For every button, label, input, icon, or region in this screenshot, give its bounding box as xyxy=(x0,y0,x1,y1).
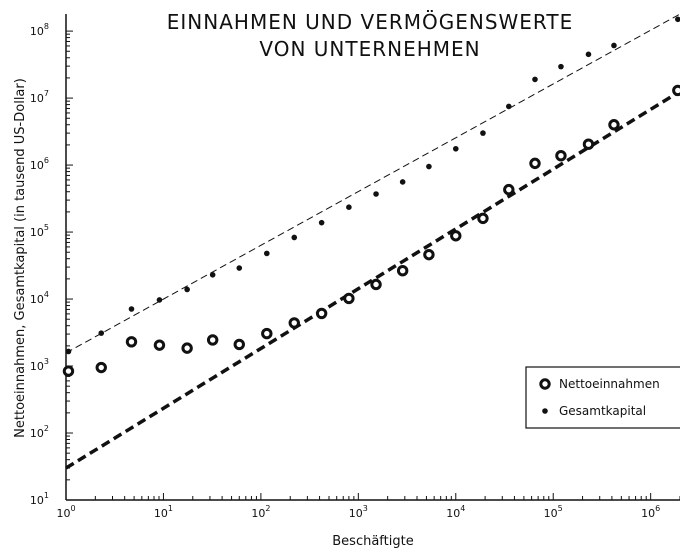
legend-box xyxy=(525,366,680,429)
legend-marker-nettoeinnahmen xyxy=(539,378,551,390)
point-nettoeinnahmen xyxy=(672,84,680,97)
x-tick-label: 106 xyxy=(641,504,660,520)
point-gesamtkapital xyxy=(209,272,216,278)
point-nettoeinnahmen xyxy=(153,339,166,351)
point-nettoeinnahmen xyxy=(608,119,620,131)
x-tick-label: 105 xyxy=(544,504,563,520)
point-nettoeinnahmen xyxy=(343,292,355,305)
point-nettoeinnahmen xyxy=(503,183,515,196)
point-nettoeinnahmen xyxy=(555,150,567,162)
x-tick-label: 101 xyxy=(154,504,173,520)
y-tick-label: 102 xyxy=(30,424,49,440)
point-nettoeinnahmen xyxy=(206,334,219,346)
point-gesamtkapital xyxy=(264,250,270,257)
y-tick-label: 106 xyxy=(30,156,49,172)
y-axis-label: Nettoeinnahmen, Gesamtkapital (in tausen… xyxy=(13,78,28,438)
legend: Nettoeinnahmen Gesamtkapital xyxy=(525,366,680,429)
point-gesamtkapital xyxy=(532,76,538,83)
point-gesamtkapital xyxy=(426,163,432,170)
point-nettoeinnahmen xyxy=(125,336,138,348)
point-gesamtkapital xyxy=(480,130,486,136)
point-nettoeinnahmen xyxy=(529,157,541,170)
point-gesamtkapital xyxy=(236,265,243,271)
point-nettoeinnahmen xyxy=(95,361,107,374)
y-tick-label: 105 xyxy=(30,223,49,239)
point-gesamtkapital xyxy=(291,234,298,241)
x-tick-label: 104 xyxy=(446,504,465,520)
y-tick-label: 107 xyxy=(30,89,49,105)
point-gesamtkapital xyxy=(399,179,406,185)
point-nettoeinnahmen xyxy=(396,264,409,277)
point-gesamtkapital xyxy=(675,16,680,23)
point-gesamtkapital xyxy=(156,297,163,303)
point-gesamtkapital xyxy=(128,306,135,312)
point-gesamtkapital xyxy=(611,42,617,49)
point-nettoeinnahmen xyxy=(423,248,435,261)
point-gesamtkapital xyxy=(373,191,379,197)
fit-line-gesamtkapital xyxy=(65,13,680,354)
point-gesamtkapital xyxy=(585,51,592,58)
plot-area xyxy=(65,14,680,501)
legend-marker-gesamtkapital xyxy=(542,408,548,414)
point-gesamtkapital xyxy=(505,103,512,110)
point-nettoeinnahmen xyxy=(181,342,193,354)
y-tick-label: 103 xyxy=(30,357,49,373)
y-tick-label: 101 xyxy=(30,491,49,507)
point-nettoeinnahmen xyxy=(450,230,462,242)
point-nettoeinnahmen xyxy=(233,338,245,351)
y-tick-label: 104 xyxy=(30,290,49,306)
point-gesamtkapital xyxy=(452,145,459,152)
point-nettoeinnahmen xyxy=(370,278,382,291)
chart-title: EINNAHMEN UND VERMÖGENSWERTE VON UNTERNE… xyxy=(167,10,573,61)
title-line-2: VON UNTERNEHMEN xyxy=(259,37,480,61)
fit-lines xyxy=(65,13,680,470)
x-tick-label: 103 xyxy=(349,504,368,520)
point-nettoeinnahmen xyxy=(582,138,595,150)
point-gesamtkapital xyxy=(558,63,564,70)
point-nettoeinnahmen xyxy=(288,317,300,329)
legend-label-gesamtkapital: Gesamtkapital xyxy=(559,404,646,418)
legend-label-nettoeinnahmen: Nettoeinnahmen xyxy=(559,377,660,391)
point-gesamtkapital xyxy=(346,204,352,211)
point-gesamtkapital xyxy=(98,330,105,336)
data-points xyxy=(62,16,680,377)
point-gesamtkapital xyxy=(318,219,325,226)
point-nettoeinnahmen xyxy=(261,327,273,340)
point-nettoeinnahmen xyxy=(315,307,328,320)
x-tick-label: 100 xyxy=(56,504,75,520)
axis-ticks: 100 101 102 103 104 105 106 101 102 103 104 105 106 1… xyxy=(30,22,680,520)
x-axis-label: Beschäftigte xyxy=(332,534,413,549)
point-nettoeinnahmen xyxy=(62,365,75,377)
y-tick-label: 108 xyxy=(30,22,49,38)
point-gesamtkapital xyxy=(184,286,190,293)
fit-line-nettoeinnahmen xyxy=(65,89,680,470)
point-nettoeinnahmen xyxy=(477,212,489,225)
point-gesamtkapital xyxy=(65,348,72,355)
x-tick-label: 102 xyxy=(251,504,270,520)
title-line-1: EINNAHMEN UND VERMÖGENSWERTE xyxy=(167,10,573,34)
